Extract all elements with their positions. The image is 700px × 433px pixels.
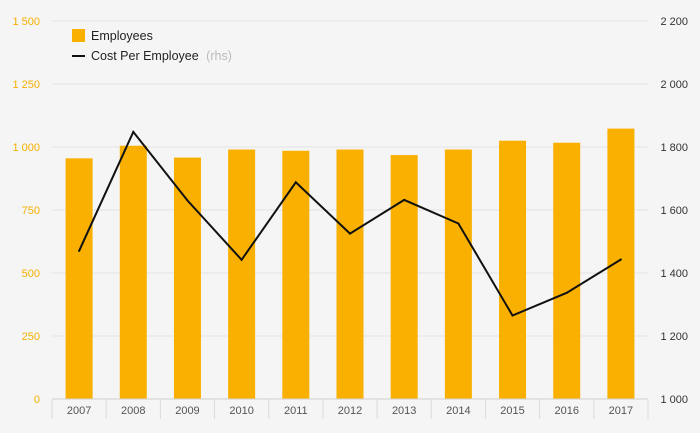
left-tick-label: 750 (22, 205, 40, 217)
bar-employees-2007 (65, 158, 93, 399)
right-tick-label: 2 000 (660, 79, 688, 91)
legend: Employees Cost Per Employee (rhs) (72, 29, 232, 63)
x-tick-label: 2008 (121, 405, 145, 417)
legend-label-employees: Employees (91, 29, 153, 43)
legend-swatch-employees (72, 29, 85, 42)
bar-employees-2014 (444, 149, 472, 399)
left-tick-label: 1 500 (12, 16, 40, 28)
x-tick-label: 2007 (67, 405, 91, 417)
point-cost-per-employee-2008 (132, 130, 135, 133)
left-tick-label: 0 (34, 394, 40, 406)
x-tick-label: 2012 (338, 405, 362, 417)
right-tick-label: 1 600 (660, 205, 688, 217)
legend-label-cost-per-employee: Cost Per Employee (rhs) (91, 49, 232, 63)
bar-employees-2016 (553, 142, 581, 399)
bar-employees-2015 (499, 140, 527, 399)
employees-bars (65, 128, 635, 399)
x-tick-label: 2011 (284, 405, 308, 417)
right-tick-label: 1 800 (660, 142, 688, 154)
x-tick-label: 2010 (229, 405, 253, 417)
point-cost-per-employee-2016 (565, 291, 568, 294)
right-y-axis: 1 000 1 200 1 400 1 600 1 800 2 000 2 200 (660, 16, 688, 406)
bar-employees-2008 (119, 145, 147, 399)
x-tick-label: 2009 (175, 405, 199, 417)
bar-employees-2013 (390, 155, 418, 399)
right-tick-label: 2 200 (660, 16, 688, 28)
x-tick-label: 2015 (500, 405, 524, 417)
legend-label-rhs-suffix: (rhs) (206, 49, 232, 63)
bar-employees-2009 (173, 157, 201, 399)
point-cost-per-employee-2013 (403, 198, 406, 201)
left-y-axis: 0 250 500 750 1 000 1 250 1 500 (12, 16, 40, 406)
point-cost-per-employee-2014 (457, 222, 460, 225)
left-tick-label: 1 250 (12, 79, 40, 91)
left-tick-label: 250 (22, 331, 40, 343)
left-tick-label: 1 000 (12, 142, 40, 154)
point-cost-per-employee-2011 (294, 181, 297, 184)
x-tick-label: 2016 (554, 405, 578, 417)
point-cost-per-employee-2015 (511, 314, 514, 317)
right-tick-label: 1 000 (660, 394, 688, 406)
right-tick-label: 1 200 (660, 331, 688, 343)
left-tick-label: 500 (22, 268, 40, 280)
x-tick-label: 2013 (392, 405, 416, 417)
point-cost-per-employee-2017 (619, 258, 622, 261)
bar-employees-2011 (282, 150, 310, 399)
bar-employees-2017 (607, 128, 635, 399)
right-tick-label: 1 400 (660, 268, 688, 280)
legend-label-cost-text: Cost Per Employee (91, 49, 199, 63)
point-cost-per-employee-2010 (240, 258, 243, 261)
point-cost-per-employee-2007 (78, 249, 81, 252)
point-cost-per-employee-2012 (349, 232, 351, 235)
x-axis: 2007 2008 2009 2010 2011 2012 2013 2014 2015 2016… (51, 398, 649, 419)
point-cost-per-employee-2009 (186, 199, 189, 202)
bar-employees-2012 (336, 149, 364, 399)
bar-employees-2010 (228, 149, 256, 399)
x-tick-label: 2014 (446, 405, 470, 417)
cost-per-employee-line (78, 129, 622, 317)
x-tick-label: 2017 (609, 405, 633, 417)
